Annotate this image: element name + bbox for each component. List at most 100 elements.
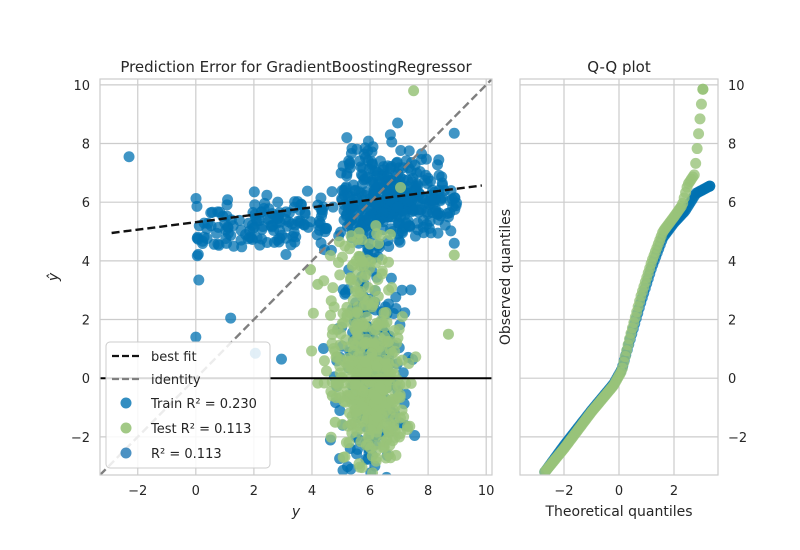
test-point [326,390,338,402]
train-point [432,227,444,239]
x-tick-label: 8 [424,484,432,499]
test-point [307,307,319,319]
test-quantile-point [697,83,709,95]
test-point [326,337,338,349]
qq-grid-lines [520,79,718,475]
test-point [342,353,354,365]
test-point [357,386,369,398]
train-point [321,222,333,234]
train-point [326,186,338,198]
test-quantile-point [691,143,703,155]
test-point [370,455,382,467]
train-point [409,429,421,441]
train-point [392,201,404,213]
train-point [362,542,373,550]
y-tick-label: 10 [728,79,745,94]
scatter-points [123,85,463,550]
train-point [362,135,374,147]
train-point [261,236,273,248]
train-point [275,353,287,365]
qq-axes-frame [519,78,719,476]
test-point [351,408,363,420]
x-tick-label: 0 [192,484,200,499]
train-point [222,194,234,206]
train-point [341,208,353,220]
test-point [379,354,391,366]
train-point [383,474,388,475]
train-point [445,225,457,237]
train-point [357,170,369,182]
x-tick-label: −2 [554,484,573,499]
test-point [371,411,383,423]
test-point [312,278,324,290]
y-tick-label: −2 [71,431,90,446]
test-point [363,429,375,441]
train-point [392,117,404,129]
train-point [337,464,349,475]
y-tick-label: 8 [728,138,736,153]
legend-test-label: Test R² = 0.113 [150,422,251,437]
legend-r2-label: R² = 0.113 [151,447,222,462]
train-point [190,192,202,204]
qq-y-axis-label: Observed quantiles [498,209,514,345]
train-point [341,132,353,144]
train-point [417,221,429,233]
test-point [371,228,383,240]
train-point [344,159,356,171]
test-point [352,307,364,319]
test-point [334,269,346,281]
train-point [396,284,408,296]
test-point [410,351,422,363]
train-point [395,144,407,156]
test-point [347,294,359,306]
qq-title: Q-Q plot [587,58,651,76]
train-point [442,211,454,223]
test-point [359,474,363,475]
train-point [313,215,325,227]
test-point [353,458,365,470]
chart-title: Prediction Error for GradientBoostingReg… [120,58,472,76]
test-point [373,238,385,250]
train-point [292,215,304,227]
x-tick-label: 0 [615,484,623,499]
train-point [380,474,383,475]
test-point [370,323,382,335]
test-point [327,282,339,294]
x-tick-label: 6 [366,484,374,499]
train-point [327,201,339,213]
test-point [378,307,390,319]
best-fit-line [111,184,482,235]
train-point [403,145,415,157]
test-point [354,342,366,354]
test-point [318,355,330,367]
test-point [368,296,380,308]
train-point [272,196,284,208]
train-point [419,174,431,186]
train-point [340,181,352,193]
test-point [382,256,394,268]
train-point [374,155,386,167]
train-point [274,232,286,244]
train-point [331,476,342,487]
test-point [389,412,401,424]
x-axis-label: y [291,504,301,520]
test-point [394,379,406,391]
test-point [349,280,361,292]
train-point [193,274,205,286]
test-quantile-point [688,169,700,181]
axes-frame [99,78,493,476]
y-tick-label: 2 [82,314,90,329]
train-point [393,217,405,229]
train-point [287,230,299,242]
test-quantile-point [693,128,705,140]
test-point [306,345,318,357]
prediction-error-axes: −2 0 2 4 6 8 10 −2 0 2 4 6 8 10 Prediction Error for … [46,58,494,550]
train-point [261,189,273,201]
test-point [371,393,383,405]
train-point [256,206,268,218]
y-axis-label: ŷ [46,272,62,282]
train-point [385,163,397,175]
test-point [325,431,337,443]
test-point [367,467,379,475]
